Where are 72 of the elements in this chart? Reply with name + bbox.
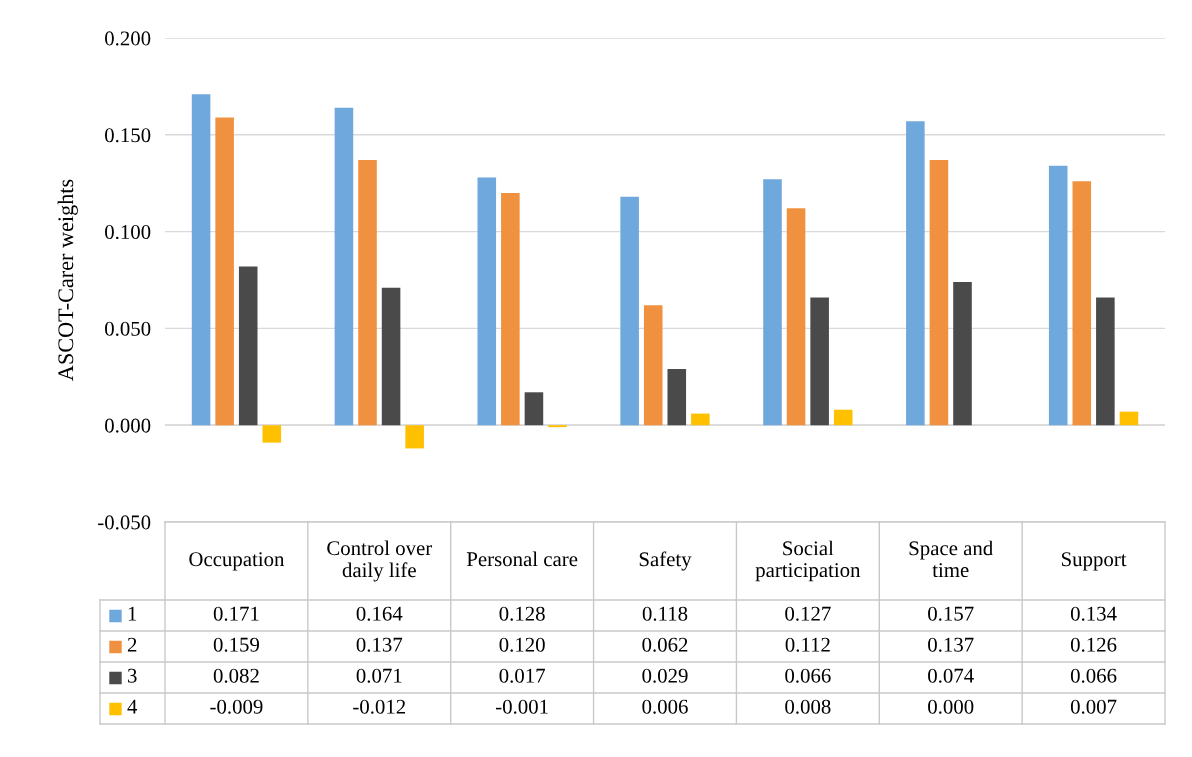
bar: [1096, 297, 1115, 426]
bar: [334, 107, 354, 426]
bar: [1048, 165, 1068, 426]
bar: [691, 413, 710, 426]
data-label: 0.008: [785, 699, 831, 714]
x-tick-label: Space and time: [909, 540, 993, 578]
x-tick-label: Personal care: [466, 551, 578, 567]
data-label: 0.066: [1070, 668, 1117, 683]
bar: [620, 196, 639, 426]
data-label: 0.157: [928, 606, 974, 621]
y-tick-label: 0.050: [105, 321, 151, 336]
data-label: 0.126: [1070, 637, 1117, 652]
data-label: 0.000: [928, 699, 974, 714]
x-tick-label: Occupation: [189, 552, 285, 571]
y-axis-title: ASCOT-Carer weights: [57, 179, 78, 381]
data-label: 0.120: [499, 637, 545, 652]
data-label: 0.082: [213, 668, 259, 683]
y-tick-label: 0.200: [105, 31, 151, 46]
bar: [191, 94, 211, 426]
legend-label: 2: [127, 637, 137, 652]
bar: [667, 369, 687, 426]
bar: [501, 192, 520, 426]
data-label: 0.006: [642, 699, 688, 714]
data-label: 0.071: [356, 668, 402, 683]
y-tick-label: 0.100: [105, 224, 151, 240]
y-tick-label: 0.000: [105, 418, 151, 433]
data-label: -0.012: [353, 699, 406, 714]
data-label: 0.137: [928, 637, 974, 652]
bar: [262, 425, 282, 443]
bar: [238, 266, 258, 426]
bar: [405, 425, 424, 449]
data-label: -0.001: [496, 699, 548, 714]
bar: [833, 409, 853, 426]
data-label: 0.134: [1070, 606, 1117, 621]
legend-label: 4: [127, 699, 138, 714]
bar: [786, 208, 806, 426]
data-label: 0.128: [499, 606, 545, 621]
bar: [929, 159, 949, 426]
data-label: 0.159: [213, 637, 260, 652]
x-tick-label: Control over daily life: [327, 540, 433, 582]
data-label: 0.164: [356, 606, 403, 621]
bar: [810, 297, 829, 426]
data-label: 0.127: [785, 606, 831, 621]
bar: [381, 287, 401, 426]
data-label: 0.112: [785, 637, 830, 652]
bar: [215, 117, 234, 426]
legend-label: 1: [128, 606, 137, 621]
bar: [906, 121, 925, 426]
y-tick-label: 0.150: [105, 128, 151, 143]
legend-label: 3: [128, 668, 137, 683]
data-label: 0.007: [1070, 699, 1117, 714]
bar: [358, 159, 377, 426]
bar: [1119, 411, 1139, 426]
data-label: 0.066: [785, 668, 831, 683]
bar: [477, 177, 497, 426]
data-label: 0.017: [499, 668, 545, 683]
data-label: 0.062: [642, 637, 688, 652]
data-label: -0.009: [210, 699, 263, 714]
bar: [643, 305, 663, 426]
bar: [1072, 181, 1092, 426]
x-tick-label: Social participation: [755, 540, 861, 582]
x-tick-label: Safety: [639, 551, 692, 571]
bar: [524, 392, 544, 426]
data-label: 0.074: [928, 668, 974, 683]
data-label: 0.171: [213, 606, 259, 621]
bar: [763, 179, 782, 426]
bar: [953, 281, 972, 426]
y-tick-label: -0.050: [98, 515, 151, 530]
x-tick-label: Support: [1061, 552, 1127, 571]
data-label: 0.029: [642, 668, 688, 683]
data-label: 0.137: [356, 637, 403, 652]
data-label: 0.118: [642, 606, 688, 621]
